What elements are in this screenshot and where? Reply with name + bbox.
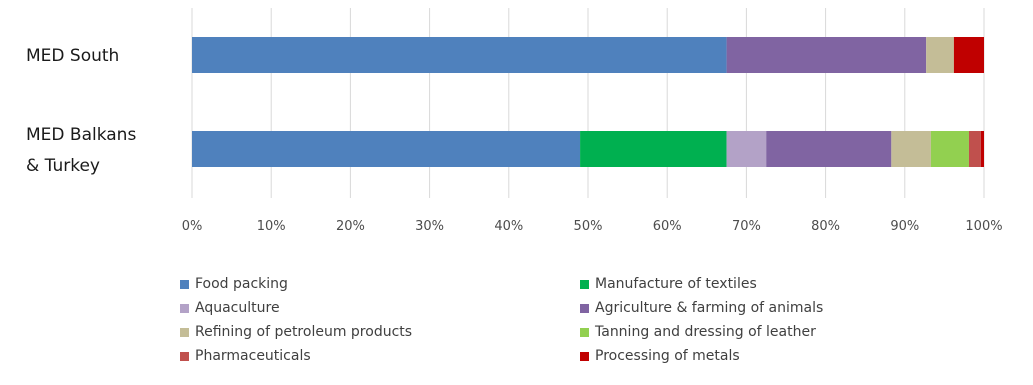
- legend-item: Refining of petroleum products: [180, 323, 580, 341]
- x-axis-ticks: 0% 10% 20% 30% 40% 50% 60% 70% 80% 90% 100%: [182, 219, 1003, 234]
- legend-swatch: [180, 303, 189, 313]
- legend-swatch: [180, 279, 189, 289]
- legend-swatch: [580, 279, 589, 289]
- bar-segment: [726, 131, 767, 167]
- bar-segment: [953, 37, 984, 73]
- x-tick-label: 80%: [811, 219, 840, 234]
- stacked-bar-chart: MED South MED Balkans & Turkey 0% 10% 20% 30%…: [26, 8, 1003, 234]
- category-labels: MED South MED Balkans & Turkey: [26, 46, 136, 176]
- legend-label: Manufacture of textiles: [595, 276, 757, 292]
- legend-item: Manufacture of textiles: [580, 275, 940, 293]
- legend-label: Refining of petroleum products: [195, 324, 413, 340]
- legend-swatch: [580, 303, 589, 313]
- legend-item: Agriculture & farming of animals: [580, 299, 940, 317]
- legend-item: Pharmaceuticals: [180, 347, 580, 365]
- bar-segment: [766, 131, 892, 167]
- x-tick-label: 40%: [494, 219, 523, 234]
- legend-swatch: [180, 351, 189, 361]
- x-tick-label: 0%: [182, 219, 203, 234]
- legend-item: Processing of metals: [580, 347, 940, 365]
- category-label: MED Balkans & Turkey: [26, 125, 136, 176]
- x-tick-label: 60%: [653, 219, 682, 234]
- bar-segment: [726, 37, 927, 73]
- legend-label: Processing of metals: [595, 348, 740, 364]
- x-tick-label: 90%: [890, 219, 919, 234]
- x-tick-label: 10%: [257, 219, 286, 234]
- legend-label: Food packing: [195, 276, 288, 292]
- legend-label: Aquaculture: [195, 300, 280, 316]
- category-label: MED South: [26, 46, 119, 66]
- bar-segment: [192, 37, 727, 73]
- gridlines: [191, 8, 985, 198]
- bar-segment: [980, 131, 984, 167]
- x-tick-label: 70%: [732, 219, 761, 234]
- x-tick-label: 30%: [415, 219, 444, 234]
- bar-segment: [580, 131, 727, 167]
- bar-segment: [891, 131, 931, 167]
- legend-label: Agriculture & farming of animals: [595, 300, 824, 316]
- bar-segment: [192, 131, 581, 167]
- legend-swatch: [580, 327, 589, 337]
- bar-segment: [926, 37, 954, 73]
- legend-label: Tanning and dressing of leather: [595, 324, 816, 340]
- legend-label: Pharmaceuticals: [195, 348, 311, 364]
- legend-swatch: [580, 351, 589, 361]
- legend: Food packing Manufacture of textiles Aquac…: [180, 275, 940, 365]
- bars: [192, 37, 984, 167]
- bar-segment: [930, 131, 969, 167]
- legend-item: Aquaculture: [180, 299, 580, 317]
- x-tick-label: 50%: [574, 219, 603, 234]
- x-tick-label: 20%: [336, 219, 365, 234]
- bar-segment: [968, 131, 981, 167]
- legend-swatch: [180, 327, 189, 337]
- legend-item: Food packing: [180, 275, 580, 293]
- legend-item: Tanning and dressing of leather: [580, 323, 940, 341]
- x-tick-label: 100%: [965, 219, 1002, 234]
